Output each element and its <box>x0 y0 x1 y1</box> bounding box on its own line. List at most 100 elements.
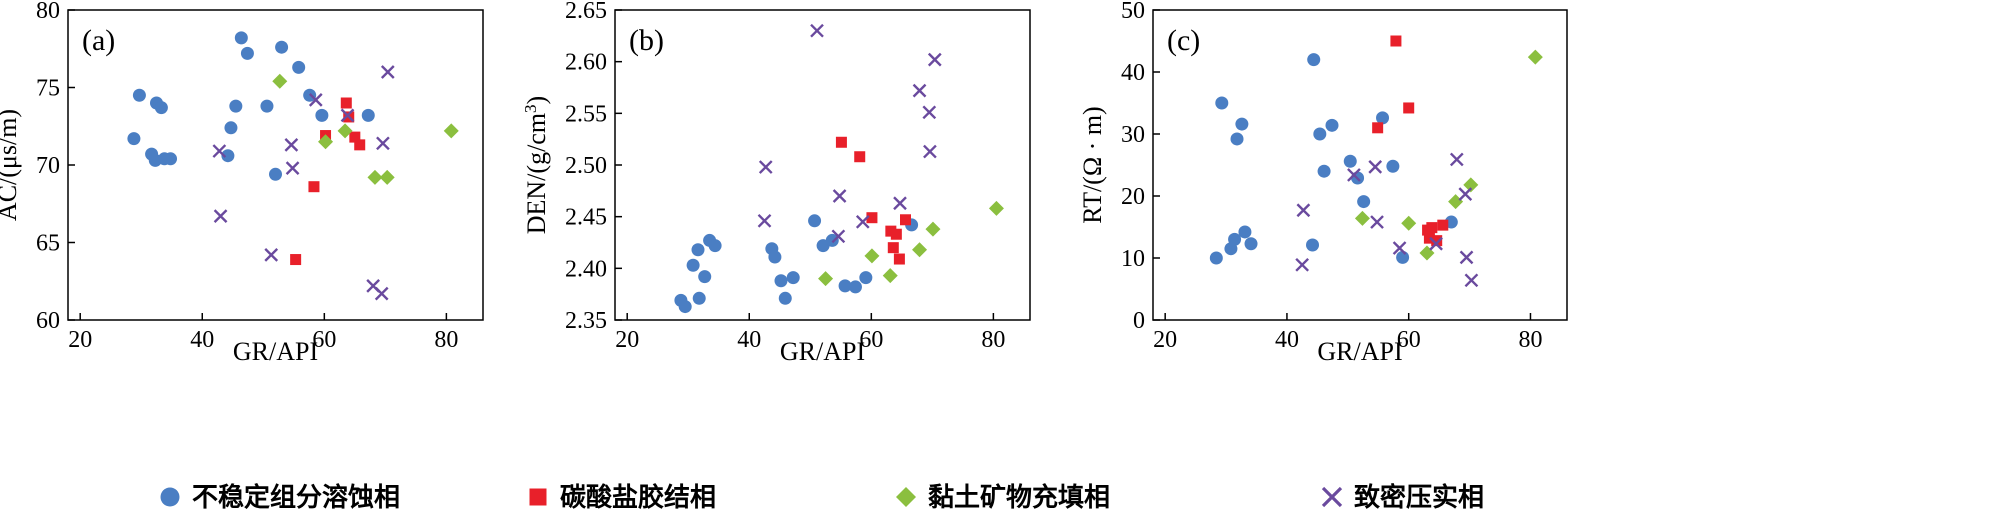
data-point <box>374 286 389 301</box>
data-point <box>708 239 722 253</box>
y-axis-title: DEN/(g/cm3) <box>521 96 552 234</box>
data-point <box>1448 194 1464 210</box>
x-tick-label: 20 <box>1153 327 1177 353</box>
data-point <box>1396 250 1410 264</box>
data-point <box>825 233 839 247</box>
data-point <box>1429 236 1443 251</box>
data-point <box>1426 222 1438 234</box>
data-point <box>927 52 942 67</box>
data-point <box>859 271 873 285</box>
data-point <box>1235 117 1249 131</box>
data-point <box>768 250 782 264</box>
data-point <box>848 280 862 294</box>
data-point <box>1390 35 1402 47</box>
data-point <box>786 271 800 285</box>
data-point <box>832 189 847 203</box>
data-point <box>1386 159 1400 173</box>
data-point <box>698 270 712 284</box>
x-axis-title: GR/API <box>233 337 318 366</box>
data-point <box>882 268 898 284</box>
data-point <box>315 108 329 122</box>
data-point <box>808 214 822 228</box>
data-point <box>234 31 248 45</box>
data-point <box>1392 241 1407 255</box>
data-point <box>1370 215 1384 229</box>
data-point <box>831 229 846 244</box>
y-tick-label: 2.35 <box>565 308 607 334</box>
series-cross <box>757 23 942 244</box>
series-square <box>1372 35 1449 247</box>
data-point <box>922 105 937 120</box>
data-point <box>361 108 375 122</box>
x-axis-title: GR/API <box>780 337 865 366</box>
y-tick-label: 30 <box>1121 122 1145 148</box>
y-axis-title: RT/(Ω · m) <box>1078 106 1107 223</box>
data-point <box>224 121 238 135</box>
data-point <box>1228 232 1242 246</box>
data-point <box>229 99 243 113</box>
data-point <box>318 134 334 150</box>
panel-label: (a) <box>82 24 115 57</box>
data-point <box>308 93 323 107</box>
data-point <box>1401 215 1417 231</box>
data-point <box>925 221 941 237</box>
data-point <box>1368 160 1383 174</box>
data-point <box>890 228 902 240</box>
data-point <box>864 248 880 264</box>
data-point <box>1209 251 1223 265</box>
data-point <box>380 65 395 79</box>
legend-label: 碳酸盐胶结相 <box>560 482 716 513</box>
plot-frame <box>67 9 484 321</box>
panel-a: 20 40 60 80 60 65 70 75 80 GR/API AC/(μs/m) (a) <box>0 0 484 366</box>
data-point <box>1296 203 1311 218</box>
legend-marker-diamond <box>896 487 916 507</box>
data-point <box>854 151 866 163</box>
series-cross <box>1295 152 1479 288</box>
legend-label: 致密压实相 <box>1354 482 1484 513</box>
legend-label: 黏土矿物充填相 <box>928 482 1110 513</box>
data-point <box>893 196 907 211</box>
data-point <box>912 242 928 258</box>
series-cross <box>212 65 395 301</box>
x-tick-label: 20 <box>68 327 92 353</box>
panel-b: 20 40 60 80 2.35 2.40 2.45 2.50 2.55 2.60 2.65 GR/A… <box>521 0 1031 366</box>
data-point <box>272 73 288 89</box>
data-point <box>1463 177 1479 193</box>
data-point <box>443 123 459 139</box>
data-point <box>835 136 847 148</box>
x-tick-label: 40 <box>190 327 214 353</box>
data-point <box>1403 102 1415 114</box>
data-point <box>340 97 352 109</box>
data-point <box>1449 152 1464 167</box>
data-point <box>1357 195 1371 209</box>
data-point <box>1437 219 1449 231</box>
series-square <box>835 136 911 265</box>
data-point <box>912 83 927 98</box>
x-tick-label: 60 <box>1397 327 1421 353</box>
data-point <box>1313 127 1327 141</box>
data-point <box>866 212 878 224</box>
data-point <box>292 60 306 74</box>
series-diamond <box>272 73 459 185</box>
data-point <box>340 108 355 123</box>
y-tick-label: 20 <box>1121 184 1145 210</box>
y-tick-label: 2.65 <box>565 0 607 24</box>
y-tick-label: 80 <box>36 0 60 24</box>
data-point <box>367 169 383 185</box>
data-point <box>893 253 905 265</box>
data-point <box>818 271 834 287</box>
x-tick-label: 40 <box>1275 327 1299 353</box>
series-square <box>290 97 366 266</box>
data-point <box>264 248 279 262</box>
data-point <box>132 88 146 102</box>
x-axis-title: GR/API <box>1317 337 1402 366</box>
data-point <box>686 258 700 272</box>
data-point <box>275 40 289 54</box>
y-tick-label: 65 <box>36 231 60 257</box>
data-point <box>212 144 227 158</box>
data-point <box>284 138 299 152</box>
data-point <box>838 279 852 293</box>
data-point <box>337 123 353 139</box>
data-point <box>1376 111 1390 125</box>
data-point <box>1423 232 1435 244</box>
